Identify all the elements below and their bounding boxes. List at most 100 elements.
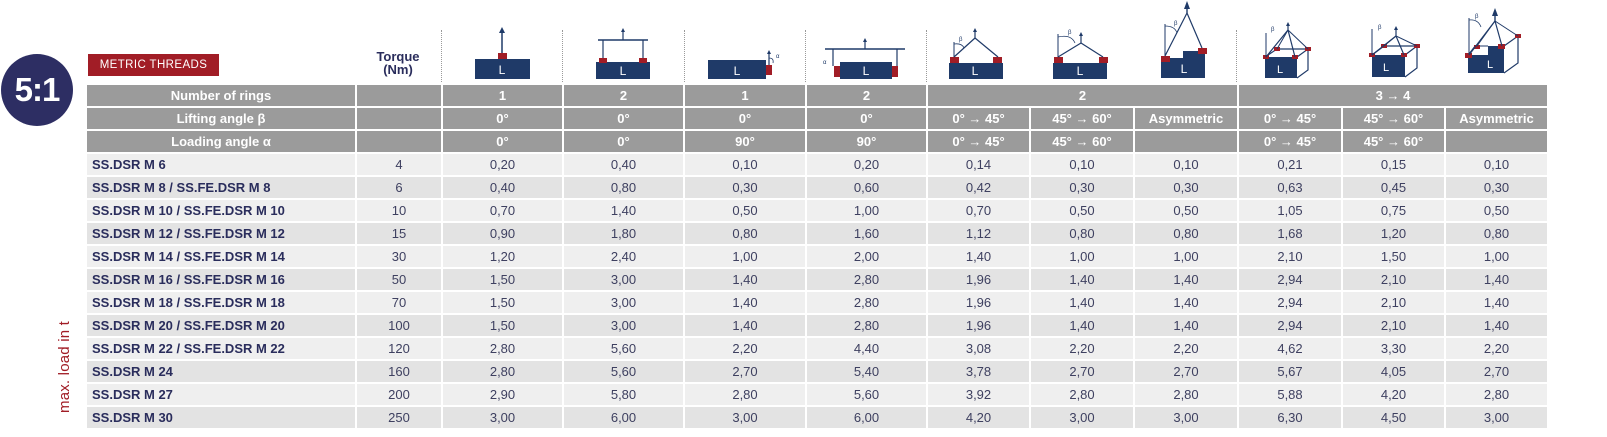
svg-text:α: α [776,54,780,60]
max-load-value: 2,20 [1133,336,1239,361]
single-vertical-lift-icon: L [475,27,530,79]
max-load-axis-label: max. load in t [56,320,73,413]
max-load-value: 2,10 [1341,267,1446,292]
max-load-value: 1,68 [1237,221,1343,246]
max-load-value: 1,96 [926,267,1031,292]
table-row: SS.DSR M 6 4 0,20 0,40 0,10 0,20 0,14 0,10 0,10 0… [85,152,1549,177]
max-load-value: 2,80 [441,336,564,361]
max-load-value: 1,40 [1029,267,1135,292]
max-load-value: 0,75 [1341,198,1446,223]
svg-text:L: L [972,64,979,78]
product-name: SS.DSR M 12 / SS.FE.DSR M 12 [85,221,357,246]
row-label: Loading angle α [85,129,357,154]
max-load-value: 4,20 [926,405,1031,430]
table-row: SS.DSR M 12 / SS.FE.DSR M 12 15 0,90 1,80 0,… [85,221,1549,246]
header-cell: 45° → 60° [1029,129,1135,154]
max-load-value: 0,15 [1341,152,1446,177]
max-load-value: 1,50 [441,290,564,315]
metric-threads-tag: METRIC THREADS [88,54,219,76]
max-load-value: 0,50 [1029,198,1135,223]
max-load-value: 3,78 [926,359,1031,384]
four-leg-asymmetric-icon: β L [1465,8,1521,74]
max-load-value: 3,30 [1341,336,1446,361]
header-cell: 45° → 60° [1029,106,1135,131]
torque-cell [355,83,443,108]
max-load-value: 0,80 [1029,221,1135,246]
header-cell [1133,129,1239,154]
max-load-value: 1,20 [1341,221,1446,246]
four-leg-sling-0-45-icon: β L [1263,22,1311,79]
header-cell: 0° → 45° [926,106,1031,131]
max-load-value: 1,96 [926,290,1031,315]
product-name: SS.DSR M 16 / SS.FE.DSR M 16 [85,267,357,292]
svg-text:L: L [1383,62,1389,74]
max-load-value: 2,70 [1029,359,1135,384]
header-cell: 1 [683,83,807,108]
header-cell: 2 [562,83,685,108]
header-row-loading-angle: Loading angle α 0° 0° 90° 90° 0° → 45° 4… [85,129,1549,154]
max-load-value: 2,20 [1029,336,1135,361]
torque-value: 70 [355,290,443,315]
max-load-value: 6,00 [562,405,685,430]
two-leg-sling-0-45-icon: β L [949,28,1003,79]
max-load-value: 2,94 [1237,267,1343,292]
svg-text:β: β [1068,30,1072,36]
max-load-value: 3,00 [1444,405,1549,430]
max-load-value: 0,90 [441,221,564,246]
max-load-value: 5,60 [805,382,928,407]
table-row: SS.DSR M 22 / SS.FE.DSR M 22 120 2,80 5,60 2… [85,336,1549,361]
torque-value: 50 [355,267,443,292]
max-load-value: 1,80 [562,221,685,246]
max-load-value: 2,70 [1444,359,1549,384]
max-load-value: 2,00 [805,244,928,269]
max-load-value: 2,94 [1237,313,1343,338]
max-load-value: 2,94 [1237,290,1343,315]
max-load-value: 0,50 [683,198,807,223]
header-cell: 45° → 60° [1341,129,1446,154]
product-name: SS.DSR M 8 / SS.FE.DSR M 8 [85,175,357,200]
row-label: Lifting angle β [85,106,357,131]
max-load-value: 4,50 [1341,405,1446,430]
max-load-value: 3,00 [1133,405,1239,430]
svg-text:L: L [1181,62,1188,76]
max-load-value: 3,00 [1029,405,1135,430]
max-load-value: 1,40 [683,290,807,315]
header-cell: 0° [441,129,564,154]
row-label: Number of rings [85,83,357,108]
header-cell: 2 [926,83,1239,108]
svg-text:L: L [863,64,870,78]
max-load-value: 0,40 [562,152,685,177]
header-cell: 45° → 60° [1341,106,1446,131]
max-load-value: 0,20 [805,152,928,177]
table-row: SS.DSR M 27 200 2,90 5,80 2,80 5,60 3,92 2,80 2,… [85,382,1549,407]
torque-cell [355,106,443,131]
header-cell: 0° → 45° [1237,106,1343,131]
torque-value: 160 [355,359,443,384]
svg-text:β: β [1174,21,1178,27]
max-load-value: 4,40 [805,336,928,361]
max-load-value: 1,50 [1341,244,1446,269]
two-leg-asymmetric-icon: β L [1161,1,1207,78]
max-load-value: 1,00 [805,198,928,223]
header-cell: 2 [805,83,928,108]
table-body: SS.DSR M 6 4 0,20 0,40 0,10 0,20 0,14 0,10 0,10 0… [85,152,1549,430]
max-load-value: 0,80 [1133,221,1239,246]
max-load-value: 2,80 [441,359,564,384]
max-load-value: 5,88 [1237,382,1343,407]
double-vertical-lift-icon: L [596,28,650,79]
torque-value: 120 [355,336,443,361]
max-load-value: 4,62 [1237,336,1343,361]
max-load-value: 0,10 [1029,152,1135,177]
metric-threads-label: METRIC THREADS [99,59,208,71]
svg-text:β: β [1475,14,1479,20]
max-load-value: 4,20 [1341,382,1446,407]
max-load-value: 1,12 [926,221,1031,246]
max-load-value: 5,80 [562,382,685,407]
max-load-value: 1,40 [1133,267,1239,292]
ratio-badge: 5:1 [1,54,73,126]
torque-value: 100 [355,313,443,338]
single-side-lift-icon: α L [708,50,780,79]
table-row: SS.DSR M 18 / SS.FE.DSR M 18 70 1,50 3,00 1,… [85,290,1549,315]
max-load-value: 2,80 [805,267,928,292]
max-load-value: 0,30 [1133,175,1239,200]
